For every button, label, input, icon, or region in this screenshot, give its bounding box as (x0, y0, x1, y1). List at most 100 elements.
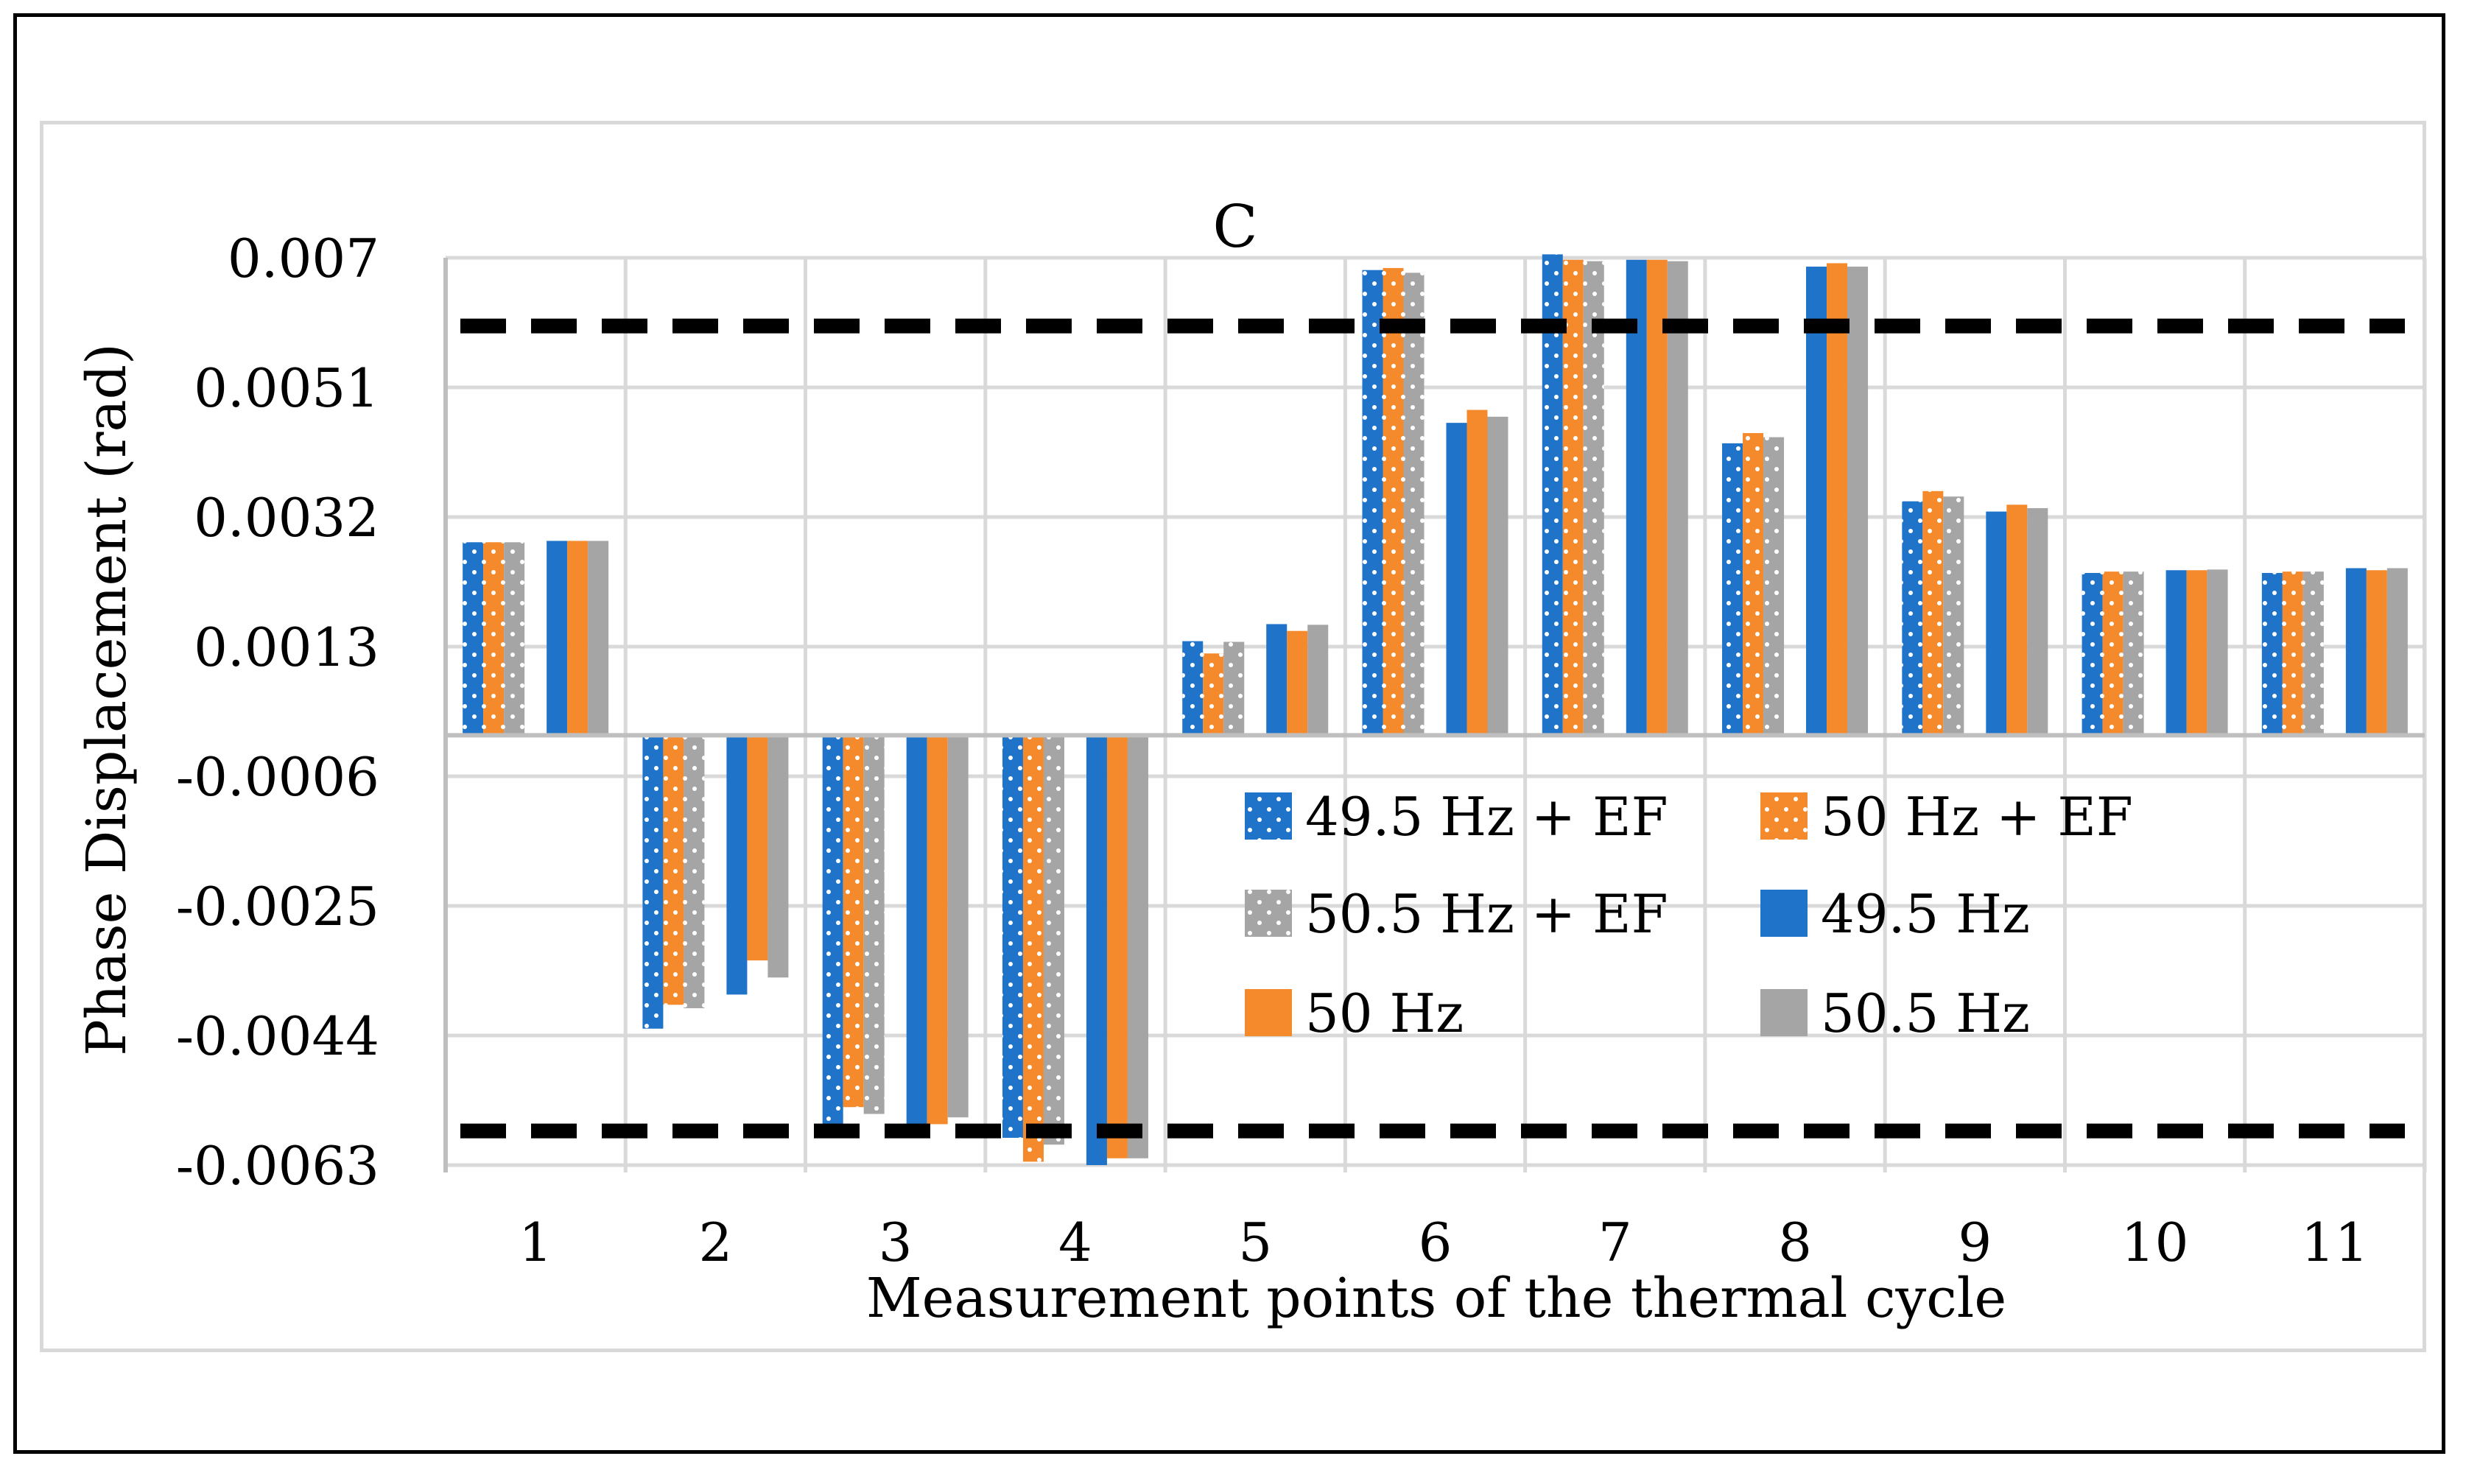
bar (1307, 625, 1329, 736)
bar-pattern (504, 542, 525, 736)
x-tick-label: 1 (519, 1212, 552, 1273)
bar-pattern (663, 735, 684, 1005)
bar (2165, 570, 2187, 736)
legend-label: 50.5 Hz + EF (1305, 883, 1668, 945)
bar (767, 735, 789, 978)
bar (2345, 568, 2367, 736)
legend-label: 49.5 Hz + EF (1305, 786, 1668, 848)
bar-pattern (483, 542, 505, 736)
bar-pattern (1022, 735, 1044, 1162)
bar (927, 735, 948, 1125)
bar (2207, 569, 2228, 736)
bar (1646, 259, 1668, 736)
bar-pattern (1362, 270, 1383, 736)
y-tick-label: 0.0051 (194, 357, 379, 419)
x-tick-label: 5 (1238, 1212, 1272, 1273)
x-tick-label: 10 (2121, 1212, 2189, 1273)
bar-pattern (1763, 437, 1785, 736)
bar-pattern (863, 735, 885, 1114)
bar (947, 735, 969, 1118)
bar (1287, 630, 1308, 736)
bar-pattern (1722, 443, 1743, 736)
legend-swatch-pattern (1245, 792, 1292, 840)
y-tick-label: -0.0063 (176, 1135, 379, 1197)
bar (588, 541, 609, 736)
y-tick-label: 0.007 (228, 228, 379, 289)
bar-pattern (1583, 261, 1604, 736)
bar (1626, 259, 1647, 736)
bar-pattern (2082, 572, 2103, 736)
legend-label: 50 Hz + EF (1821, 786, 2133, 848)
bar-pattern (1043, 735, 1064, 1145)
bar-pattern (1943, 496, 1964, 736)
legend-label: 49.5 Hz (1821, 883, 2030, 945)
bar (2027, 507, 2048, 736)
bars (463, 254, 2408, 1165)
bar (1266, 624, 1288, 736)
y-tick-label: -0.0044 (176, 1005, 379, 1067)
bar-pattern (2261, 572, 2283, 736)
bar (1827, 263, 1848, 736)
bar-pattern (1902, 501, 1923, 736)
bar (1487, 416, 1508, 736)
bar (1106, 735, 1128, 1158)
bar-pattern (2123, 572, 2144, 736)
legend-label: 50.5 Hz (1821, 982, 2030, 1044)
bar (747, 735, 768, 961)
bar-pattern (463, 542, 484, 736)
x-tick-label: 11 (2301, 1212, 2369, 1273)
bar-pattern (1002, 735, 1023, 1138)
bar (1086, 735, 1107, 1165)
bar-pattern (1743, 433, 1764, 736)
bar-pattern (1203, 653, 1224, 736)
bar (1466, 409, 1488, 736)
bar-pattern (1922, 490, 1944, 736)
y-tick-label: -0.0006 (176, 746, 379, 808)
bar (2386, 568, 2408, 736)
bar-pattern (1182, 641, 1204, 736)
x-tick-label: 3 (879, 1212, 913, 1273)
legend-swatch-pattern (1760, 792, 1808, 840)
bar (2186, 570, 2207, 736)
bar-pattern (1403, 272, 1425, 736)
bar-pattern (1562, 259, 1584, 736)
bar (1446, 423, 1467, 736)
bar-pattern (822, 735, 843, 1125)
legend-swatch (1760, 989, 1808, 1036)
y-tick-label: 0.0032 (194, 487, 379, 549)
bar (2006, 504, 2028, 736)
y-axis-label: Phase Displacement (rad) (75, 343, 138, 1056)
bar-pattern (843, 735, 864, 1108)
x-tick-label: 6 (1419, 1212, 1452, 1273)
bar-pattern (1223, 641, 1245, 736)
legend: 49.5 Hz + EF 50 Hz + EF 50.5 Hz + EF 49.5 H… (1245, 786, 2133, 1044)
bar (1986, 511, 2007, 736)
bar (1127, 735, 1148, 1158)
chart-title: C (1212, 192, 1257, 261)
bar-pattern (642, 735, 664, 1029)
x-tick-label: 4 (1058, 1212, 1092, 1273)
bar-pattern (684, 735, 705, 1008)
bar (2366, 570, 2387, 736)
bar-pattern (2102, 572, 2124, 736)
x-tick-label: 2 (699, 1212, 733, 1273)
axes: 0.007 0.0051 0.0032 0.0013 -0.0006 -0.0025 -0.… (176, 228, 2425, 1273)
bar (726, 735, 748, 995)
bar-pattern (2302, 572, 2324, 736)
x-tick-label: 7 (1598, 1212, 1632, 1273)
bar (906, 735, 927, 1125)
y-tick-label: -0.0025 (176, 876, 379, 938)
limit-lines (460, 318, 2405, 1139)
x-tick-label: 8 (1778, 1212, 1812, 1273)
bar-pattern (2282, 572, 2303, 736)
bar-pattern (1542, 254, 1563, 736)
bar (567, 541, 589, 736)
y-tick-label: 0.0013 (194, 616, 379, 678)
bar (1847, 267, 1869, 736)
legend-swatch-pattern (1245, 890, 1292, 937)
bar (547, 541, 568, 736)
x-axis-label: Measurement points of the thermal cycle (866, 1267, 2006, 1330)
bar (1806, 267, 1827, 736)
legend-swatch (1760, 890, 1808, 937)
